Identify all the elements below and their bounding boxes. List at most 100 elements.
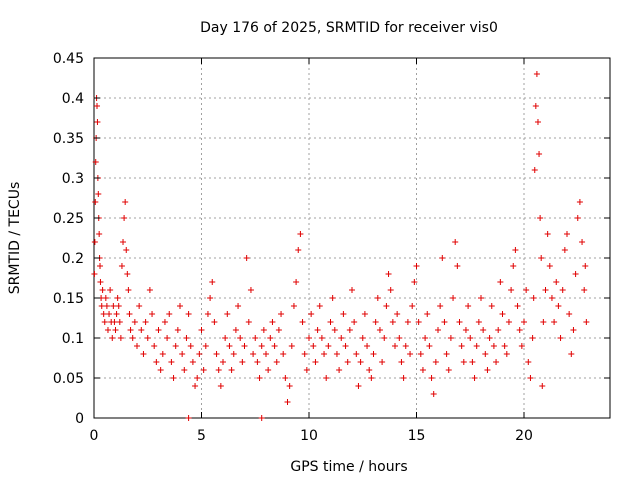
data-point (124, 271, 131, 277)
data-point (538, 255, 545, 261)
data-point (394, 311, 401, 317)
data-point (273, 359, 280, 365)
data-point (200, 367, 207, 373)
data-point (252, 335, 259, 341)
data-point (138, 327, 145, 333)
data-point (484, 367, 491, 373)
data-point (174, 327, 181, 333)
data-point (385, 271, 392, 277)
data-point (530, 295, 537, 301)
data-point (488, 303, 495, 309)
data-point (329, 295, 336, 301)
data-point (389, 319, 396, 325)
data-point (202, 343, 209, 349)
data-point (102, 295, 109, 301)
data-point (551, 319, 558, 325)
data-point (536, 151, 543, 157)
data-point (94, 103, 101, 109)
data-point (340, 311, 347, 317)
data-point (265, 367, 272, 373)
data-point (91, 239, 98, 245)
data-point (540, 319, 547, 325)
data-point (493, 359, 500, 365)
data-point (441, 319, 448, 325)
data-point (582, 263, 589, 269)
y-tick-label: 0.2 (62, 251, 84, 267)
data-point (280, 351, 287, 357)
data-point (127, 327, 134, 333)
data-point (258, 343, 265, 349)
data-point (471, 375, 478, 381)
data-point (370, 351, 377, 357)
data-point (531, 167, 538, 173)
data-point (164, 335, 171, 341)
data-point (419, 367, 426, 373)
data-point (505, 319, 512, 325)
data-point (499, 311, 506, 317)
data-point (557, 335, 564, 341)
data-point (316, 303, 323, 309)
data-point (342, 343, 349, 349)
data-point (288, 343, 295, 349)
data-point (157, 367, 164, 373)
data-point (473, 343, 480, 349)
data-point (110, 303, 117, 309)
data-point (228, 367, 235, 373)
data-points (91, 71, 590, 421)
data-point (96, 231, 103, 237)
data-point (299, 319, 306, 325)
data-point (106, 311, 113, 317)
data-point (209, 279, 216, 285)
data-point (325, 343, 332, 349)
data-point (475, 319, 482, 325)
data-point (172, 343, 179, 349)
data-point (323, 375, 330, 381)
data-point (366, 367, 373, 373)
data-point (564, 231, 570, 237)
data-point (92, 159, 99, 165)
data-point (314, 327, 321, 333)
data-point (239, 359, 246, 365)
data-point (351, 319, 358, 325)
data-point (114, 295, 121, 301)
data-point (574, 215, 581, 221)
data-point (490, 343, 497, 349)
data-point (196, 351, 203, 357)
data-point (247, 287, 254, 293)
data-point (215, 367, 222, 373)
data-point (450, 295, 457, 301)
data-point (308, 311, 315, 317)
data-point (312, 359, 319, 365)
data-point (116, 319, 123, 325)
data-point (278, 311, 285, 317)
data-point (120, 239, 127, 245)
data-point (426, 343, 433, 349)
data-point (123, 247, 130, 253)
data-point (303, 367, 310, 373)
data-point (194, 375, 201, 381)
data-point (349, 287, 355, 293)
data-point (542, 287, 549, 293)
data-point (553, 279, 560, 285)
data-point (527, 375, 534, 381)
data-point (346, 327, 353, 333)
data-point (407, 351, 414, 357)
data-point (258, 415, 265, 421)
data-point (559, 287, 566, 293)
data-point (122, 199, 129, 205)
x-tick-label: 0 (90, 428, 99, 444)
data-point (213, 351, 220, 357)
data-point (514, 303, 521, 309)
data-point (151, 343, 158, 349)
data-point (469, 359, 476, 365)
data-point (297, 231, 304, 237)
data-point (413, 263, 420, 269)
data-point (115, 303, 122, 309)
x-axis-label: GPS time / hours (290, 459, 407, 475)
data-point (181, 367, 188, 373)
x-tick-label: 15 (408, 428, 426, 444)
data-point (267, 335, 274, 341)
data-point (452, 239, 459, 245)
data-point (117, 335, 124, 341)
data-point (306, 335, 312, 341)
